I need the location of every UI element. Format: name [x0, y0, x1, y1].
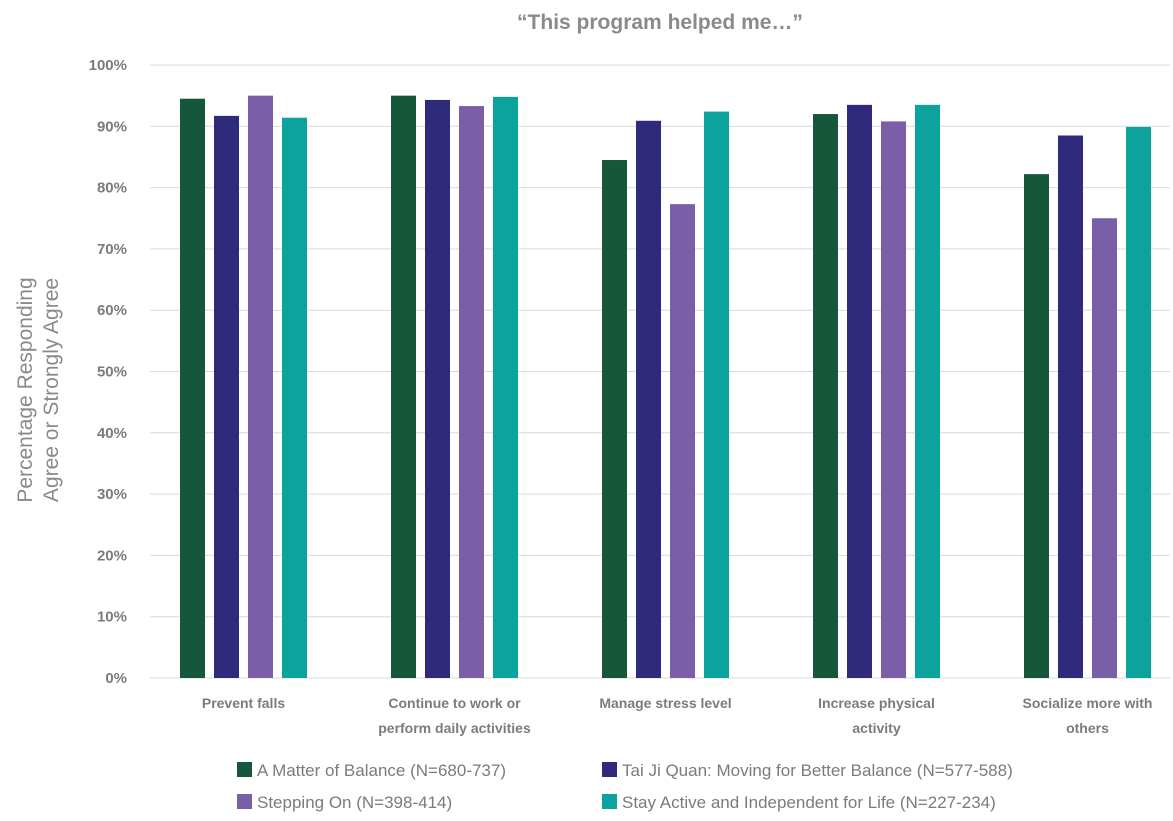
bars — [180, 95, 1151, 679]
legend-label: Tai Ji Quan: Moving for Better Balance (… — [622, 761, 1013, 780]
y-tick-label: 40% — [97, 425, 127, 442]
y-tick-label: 20% — [97, 547, 127, 564]
bar — [248, 95, 273, 678]
y-tick-label: 70% — [97, 241, 127, 258]
y-tick-label: 50% — [97, 364, 127, 381]
y-tick-label: 0% — [105, 670, 127, 687]
legend-label: Stay Active and Independent for Life (N=… — [622, 793, 996, 812]
y-tick-label: 80% — [97, 180, 127, 197]
legend-item: Tai Ji Quan: Moving for Better Balance (… — [602, 761, 1013, 780]
bar — [1024, 174, 1049, 678]
bar — [915, 104, 940, 679]
y-tick-label: 100% — [89, 57, 127, 74]
bar — [459, 106, 484, 679]
x-tick-label: Prevent falls — [202, 695, 285, 711]
chart-title: “This program helped me…” — [517, 11, 803, 34]
bar — [670, 204, 695, 678]
y-tick-label: 10% — [97, 609, 127, 626]
legend-item: Stay Active and Independent for Life (N=… — [602, 793, 996, 812]
bar — [1058, 135, 1083, 678]
legend-label: A Matter of Balance (N=680-737) — [257, 761, 506, 780]
y-axis-label: Percentage Responding Agree or Strongly … — [14, 277, 63, 502]
y-tick-label: 30% — [97, 486, 127, 503]
x-axis-labels: Prevent falls Continue to work or perform … — [202, 695, 1153, 736]
bar — [636, 120, 661, 678]
x-tick-label: Increase physical — [818, 695, 935, 711]
legend-item: Stepping On (N=398-414) — [237, 793, 452, 812]
legend-swatch — [602, 794, 617, 809]
x-tick-label: Manage stress level — [599, 695, 731, 711]
bar — [847, 104, 872, 679]
legend-swatch — [237, 762, 252, 777]
legend-swatch — [237, 794, 252, 809]
x-tick-label: others — [1066, 720, 1109, 736]
y-tick-label: 90% — [97, 118, 127, 135]
legend-swatch — [602, 762, 617, 777]
bar — [425, 99, 450, 679]
bar — [881, 121, 906, 679]
y-axis-label-line: Agree or Strongly Agree — [40, 278, 63, 502]
bar — [214, 115, 239, 678]
bar — [1126, 126, 1151, 678]
bar — [1092, 218, 1117, 678]
bar — [704, 111, 729, 678]
x-tick-label: Continue to work or — [388, 695, 521, 711]
bar — [813, 114, 838, 679]
legend-label: Stepping On (N=398-414) — [257, 793, 452, 812]
legend: A Matter of Balance (N=680-737) Tai Ji Qu… — [237, 761, 1013, 812]
x-tick-label: activity — [852, 720, 900, 736]
bar — [602, 160, 627, 678]
bar — [282, 117, 307, 678]
bar — [493, 96, 518, 679]
bar — [391, 95, 416, 678]
y-axis-label-line: Percentage Responding — [14, 277, 37, 502]
x-tick-label: perform daily activities — [378, 720, 531, 736]
x-tick-label: Socialize more with — [1023, 695, 1153, 711]
bar — [180, 98, 205, 679]
y-tick-label: 60% — [97, 302, 127, 319]
legend-item: A Matter of Balance (N=680-737) — [237, 761, 506, 780]
y-axis-ticks: 0% 10% 20% 30% 40% 50% 60% 70% 80% 90% 100% — [89, 57, 127, 687]
